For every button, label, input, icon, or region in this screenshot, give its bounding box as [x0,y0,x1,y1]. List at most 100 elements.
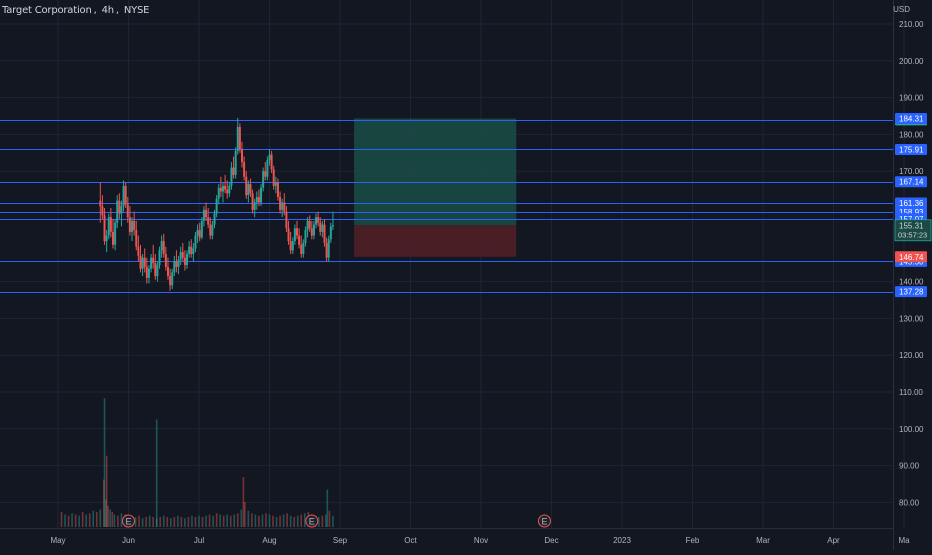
volume-bar [180,517,183,527]
volume-bar [222,515,225,527]
candle-body [126,204,129,218]
candle-body [111,231,114,245]
earnings-circle [122,514,135,528]
profit-zone[interactable] [354,118,517,226]
volume-bar [145,517,147,527]
volume-bar [85,514,87,527]
volume-bar [226,514,228,527]
earnings-marker[interactable]: E [537,514,551,528]
volume-bar [166,517,169,527]
candle-body [175,261,178,267]
candle-body [230,167,233,186]
volume-bar [113,514,116,527]
horizontal-lines[interactable] [0,120,893,293]
time-tick-label: Jul [194,536,204,545]
candle-body [158,250,161,266]
candle-body [162,241,165,254]
volume-bar [155,419,158,527]
line-price-badge-text: 137.28 [899,288,924,297]
loss-zone[interactable] [354,225,517,257]
volume-bar [318,517,320,527]
candle-body [221,185,224,192]
volume-bar [328,510,331,527]
volume-bar [229,515,232,527]
candle-body [145,266,148,278]
line-price-badge[interactable]: 137.28 [895,286,927,298]
candle-body [268,154,271,161]
volume-bar [286,513,288,527]
candle-body [114,222,117,245]
earnings-label: E [309,517,315,527]
volume-bar [201,517,204,527]
candle-body [173,261,176,273]
candle-body [181,252,184,258]
candle-body [122,185,125,207]
candle-body [266,160,269,177]
candle-body [255,196,258,203]
candle-body [312,224,315,236]
price-badge-bg [895,113,927,125]
volume-bar [105,499,107,527]
candle-body [183,257,186,266]
line-price-badge-text: 157.07 [899,215,924,224]
candle-body [298,235,301,245]
volume-bar [99,509,102,527]
symbol-legend[interactable]: Target Corporation, 4h, NYSE [2,5,150,16]
position-tool[interactable] [354,118,517,257]
candle-body [109,217,112,232]
candle-body [281,202,284,210]
volume-bar [105,455,108,527]
candle-body [264,171,267,177]
time-axis[interactable]: May Jun Jul Aug Sep Oct Nov Dec 2023 Feb Mar Apr Ma [0,528,910,546]
candle-body [120,206,123,214]
earnings-marker[interactable]: E [305,514,319,528]
volume-bar [247,510,250,527]
line-price-badge[interactable]: 161.36 [895,197,927,209]
candle-body [179,252,182,260]
candle-body [325,242,328,258]
candle-body [99,200,102,207]
candle-body [188,246,191,254]
price-badge[interactable]: 184.31 [895,113,927,125]
price-tick-label: 120.00 [899,351,924,360]
volume-bar [261,514,264,527]
price-tick-label: 110.00 [899,388,923,397]
candle-body [166,266,169,277]
time-tick-label: Nov [474,536,488,545]
time-tick-label: May [50,536,65,545]
line-price-badge[interactable]: 175.91 [895,143,927,155]
candle-body [323,224,326,243]
candle-body [317,217,320,223]
volume-bar [215,513,218,527]
candle-body [304,230,307,243]
candle-body [171,272,174,286]
volume-bar [251,513,253,527]
candle-body [116,200,119,223]
price-badge[interactable]: 146.74 [895,251,927,263]
candle-body [128,217,131,232]
time-tick-label: 2023 [613,536,631,545]
volume-bar [325,514,327,527]
volume-bar [117,515,119,527]
price-badge-text: 146.74 [899,253,924,262]
bar-countdown: 03:57:23 [898,230,927,239]
earnings-marker[interactable]: E [122,514,135,528]
candle-body [302,242,305,254]
candle-body [209,224,212,236]
candle-body [308,220,311,229]
price-tick-label: 90.00 [899,462,920,471]
candle-body [291,241,294,251]
time-tick-label: Apr [827,536,840,545]
candle-body [272,169,275,186]
volume-bar [191,515,193,527]
volume-bar [198,515,200,527]
earnings-label: E [125,517,131,527]
price-tick-label: 100.00 [899,425,924,434]
time-tick-label: Aug [262,536,276,545]
line-price-badge[interactable]: 167.14 [895,176,927,188]
price-axis[interactable]: 210.00 200.00 190.00 180.00 170.00 140.00 130.… [893,0,932,550]
